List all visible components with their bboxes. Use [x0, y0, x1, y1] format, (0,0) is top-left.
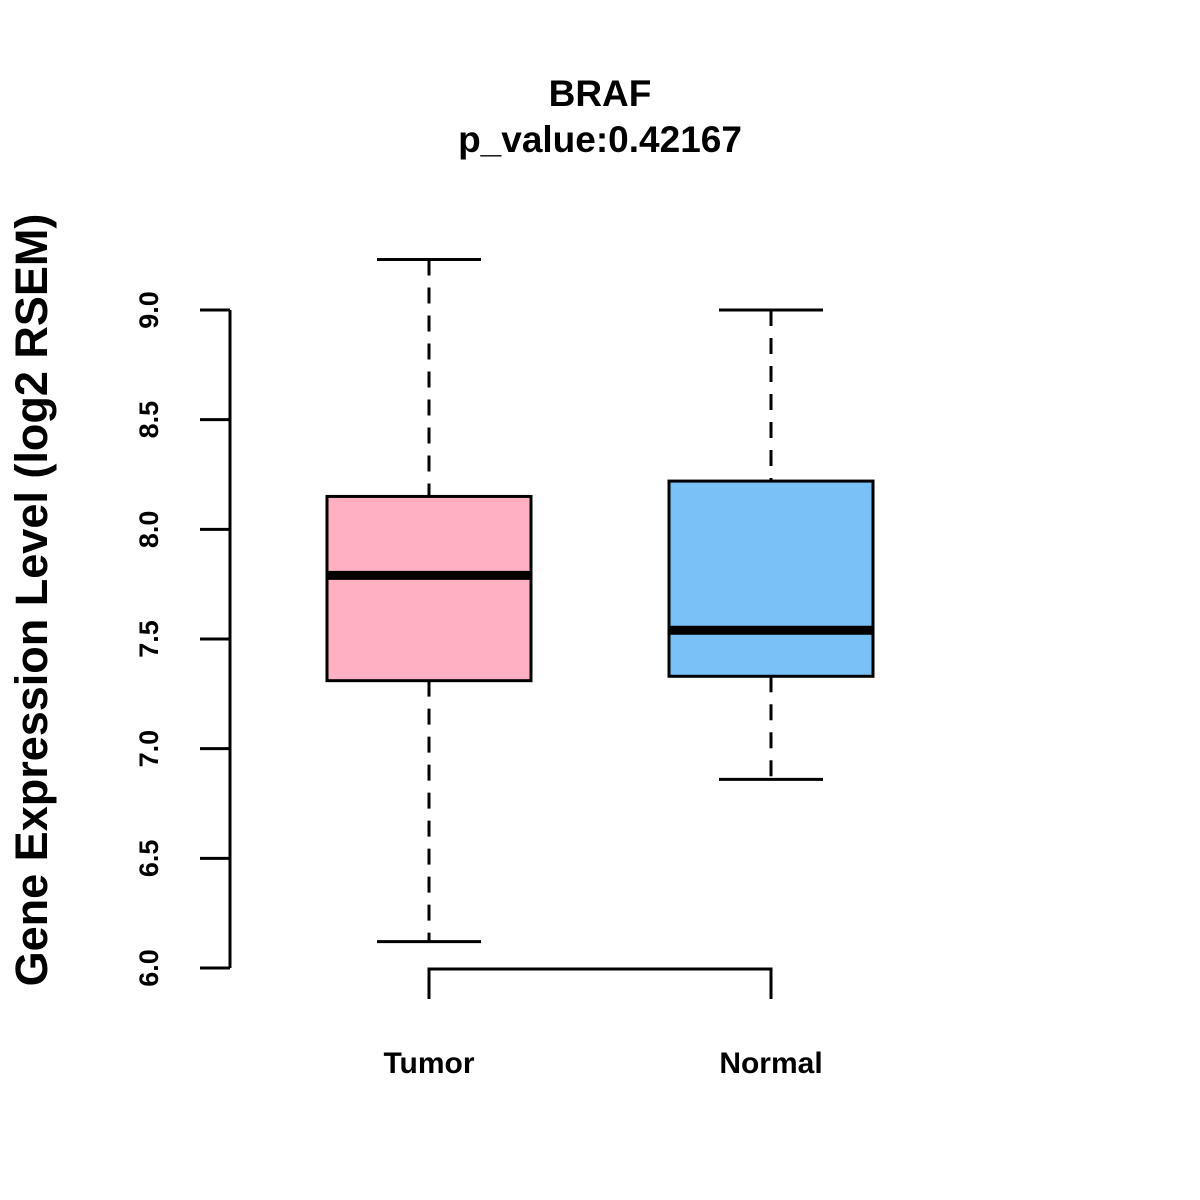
boxes [325, 258, 875, 944]
y-tick-label: 8.0 [134, 511, 164, 549]
iqr-box [325, 494, 533, 683]
iqr-box [667, 479, 875, 678]
y-tick-label: 6.5 [134, 840, 164, 878]
x-tick-label: Tumor [383, 1047, 474, 1080]
y-tick-label: 6.0 [134, 949, 164, 987]
chart-subtitle: p_value:0.42167 [458, 119, 742, 160]
y-tick-label: 7.0 [134, 730, 164, 768]
box-tumor [325, 258, 533, 944]
y-tick-label: 7.5 [134, 620, 164, 658]
chart-title: BRAF [549, 73, 652, 114]
y-tick-label: 9.0 [134, 291, 164, 329]
y-axis: 6.0 6.5 7.0 7.5 8.0 8.5 9.0 [134, 291, 232, 987]
y-tick-label: 8.5 [134, 401, 164, 439]
x-axis: Tumor Normal [383, 967, 823, 1080]
x-tick-label: Normal [719, 1047, 822, 1080]
y-axis-label: Gene Expression Level (log2 RSEM) [6, 214, 57, 987]
box-normal [667, 308, 875, 781]
